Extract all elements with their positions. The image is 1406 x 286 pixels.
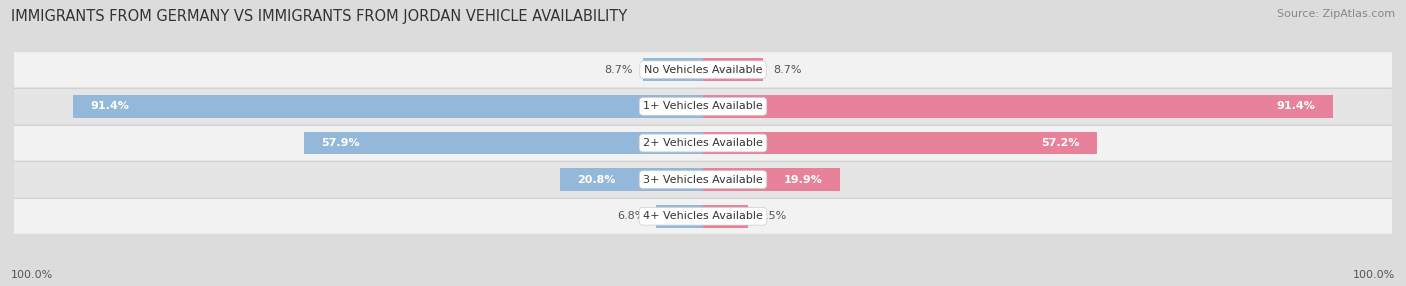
Bar [703,95,1333,118]
Text: 6.5%: 6.5% [758,211,786,221]
Text: 6.8%: 6.8% [617,211,645,221]
Text: 4+ Vehicles Available: 4+ Vehicles Available [643,211,763,221]
FancyBboxPatch shape [14,199,1392,234]
Bar [703,132,1097,154]
Bar [657,205,703,228]
Text: 8.7%: 8.7% [605,65,633,75]
Text: 2+ Vehicles Available: 2+ Vehicles Available [643,138,763,148]
Text: No Vehicles Available: No Vehicles Available [644,65,762,75]
Text: IMMIGRANTS FROM GERMANY VS IMMIGRANTS FROM JORDAN VEHICLE AVAILABILITY: IMMIGRANTS FROM GERMANY VS IMMIGRANTS FR… [11,9,627,23]
Text: 100.0%: 100.0% [1353,270,1395,280]
FancyBboxPatch shape [14,162,1392,197]
FancyBboxPatch shape [14,89,1392,124]
Text: 19.9%: 19.9% [785,175,823,184]
Text: 57.2%: 57.2% [1042,138,1080,148]
Bar [560,168,703,191]
Text: 100.0%: 100.0% [11,270,53,280]
Text: 91.4%: 91.4% [1277,102,1316,111]
Text: 3+ Vehicles Available: 3+ Vehicles Available [643,175,763,184]
FancyBboxPatch shape [14,52,1392,87]
Bar [703,58,763,81]
Bar [304,132,703,154]
FancyBboxPatch shape [14,126,1392,160]
Bar [73,95,703,118]
Text: 8.7%: 8.7% [773,65,801,75]
Bar [643,58,703,81]
Bar [703,205,748,228]
Bar [703,168,841,191]
Text: 57.9%: 57.9% [322,138,360,148]
Text: Source: ZipAtlas.com: Source: ZipAtlas.com [1277,9,1395,19]
Text: 1+ Vehicles Available: 1+ Vehicles Available [643,102,763,111]
Text: 91.4%: 91.4% [90,102,129,111]
Text: 20.8%: 20.8% [576,175,616,184]
